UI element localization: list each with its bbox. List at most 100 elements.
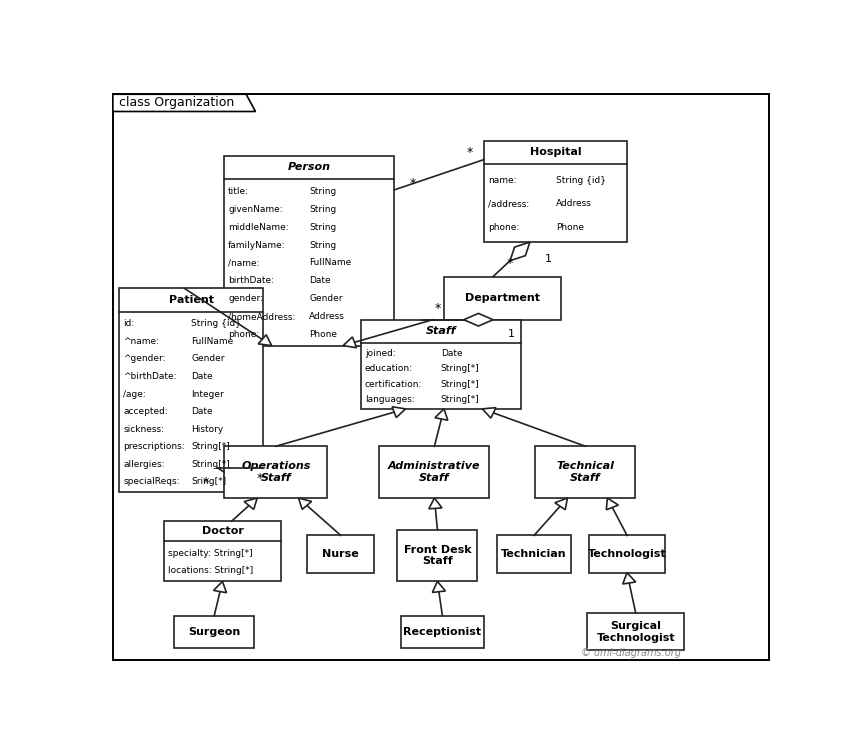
FancyBboxPatch shape (308, 536, 374, 573)
Polygon shape (213, 581, 226, 592)
Text: Receptionist: Receptionist (403, 627, 482, 636)
Text: String[*]: String[*] (440, 379, 480, 389)
FancyBboxPatch shape (224, 446, 328, 498)
Text: Staff: Staff (426, 326, 456, 336)
FancyBboxPatch shape (379, 446, 489, 498)
FancyBboxPatch shape (113, 94, 769, 660)
Polygon shape (464, 314, 493, 326)
Polygon shape (392, 407, 406, 418)
Text: familyName:: familyName: (228, 241, 286, 249)
Text: languages:: languages: (365, 395, 415, 404)
Text: String {id}: String {id} (556, 176, 605, 185)
Text: /age:: /age: (124, 389, 146, 398)
FancyBboxPatch shape (120, 288, 263, 492)
Text: Address: Address (556, 199, 592, 208)
Text: Phone: Phone (556, 223, 584, 232)
Polygon shape (555, 498, 568, 509)
FancyBboxPatch shape (174, 616, 255, 648)
Text: Technician: Technician (501, 549, 567, 559)
Text: *: * (507, 258, 513, 270)
Text: Integer: Integer (191, 389, 224, 398)
Text: *: * (202, 476, 209, 489)
Text: Nurse: Nurse (322, 549, 359, 559)
FancyBboxPatch shape (397, 530, 477, 581)
Text: Gender: Gender (309, 294, 342, 303)
Text: © uml-diagrams.org: © uml-diagrams.org (580, 648, 681, 658)
Text: *: * (466, 146, 472, 159)
Text: gender:: gender: (228, 294, 263, 303)
FancyBboxPatch shape (587, 613, 684, 651)
Text: Surgeon: Surgeon (188, 627, 240, 636)
FancyBboxPatch shape (224, 156, 394, 346)
FancyBboxPatch shape (536, 446, 636, 498)
Text: History: History (191, 424, 224, 433)
FancyBboxPatch shape (497, 536, 571, 573)
FancyBboxPatch shape (589, 536, 666, 573)
Text: 1: 1 (508, 329, 515, 339)
FancyBboxPatch shape (401, 616, 484, 648)
Text: middleName:: middleName: (228, 223, 289, 232)
Text: String[*]: String[*] (440, 365, 480, 374)
Text: Surgical
Technologist: Surgical Technologist (596, 621, 675, 642)
Polygon shape (298, 498, 311, 509)
Text: Department: Department (465, 293, 540, 303)
Text: Technologist: Technologist (587, 549, 666, 559)
FancyBboxPatch shape (164, 521, 280, 581)
Polygon shape (510, 242, 530, 261)
Text: *: * (409, 176, 416, 190)
Polygon shape (606, 498, 618, 509)
Text: Hospital: Hospital (530, 147, 581, 158)
Text: joined:: joined: (365, 349, 396, 358)
Polygon shape (258, 335, 272, 346)
Text: phone:: phone: (488, 223, 519, 232)
Text: String: String (309, 241, 336, 249)
Text: Address: Address (309, 312, 345, 321)
Text: Date: Date (191, 372, 212, 381)
Text: education:: education: (365, 365, 413, 374)
Text: FullName: FullName (309, 258, 352, 267)
Text: FullName: FullName (191, 337, 233, 346)
Text: ^name:: ^name: (124, 337, 159, 346)
Text: Administrative
Staff: Administrative Staff (388, 462, 481, 483)
Text: Front Desk
Staff: Front Desk Staff (403, 545, 471, 566)
Text: /name:: /name: (228, 258, 260, 267)
Text: certification:: certification: (365, 379, 422, 389)
Text: id:: id: (124, 320, 135, 329)
Text: specialReqs:: specialReqs: (124, 477, 180, 486)
Text: Phone: Phone (309, 330, 337, 339)
Text: accepted:: accepted: (124, 407, 169, 416)
Text: Technical
Staff: Technical Staff (556, 462, 614, 483)
Text: prescriptions:: prescriptions: (124, 442, 185, 451)
Text: String[*]: String[*] (191, 442, 230, 451)
Text: /homeAddress:: /homeAddress: (228, 312, 296, 321)
FancyBboxPatch shape (444, 276, 561, 320)
Text: String {id}: String {id} (191, 320, 241, 329)
Text: Person: Person (287, 162, 330, 172)
Text: allergies:: allergies: (124, 459, 165, 468)
Text: givenName:: givenName: (228, 205, 283, 214)
Text: class Organization: class Organization (120, 96, 235, 109)
Text: String[*]: String[*] (191, 459, 230, 468)
Text: String: String (309, 223, 336, 232)
Text: 1: 1 (545, 254, 552, 264)
Text: String: String (309, 187, 336, 196)
Text: Patient: Patient (169, 295, 213, 305)
Text: ^birthDate:: ^birthDate: (124, 372, 177, 381)
Text: Operations
Staff: Operations Staff (241, 462, 310, 483)
Text: *: * (256, 471, 262, 485)
Text: sickness:: sickness: (124, 424, 164, 433)
Polygon shape (623, 573, 636, 584)
Polygon shape (482, 408, 496, 418)
Polygon shape (113, 94, 255, 111)
Text: String: String (309, 205, 336, 214)
Text: title:: title: (228, 187, 249, 196)
Text: specialty: String[*]: specialty: String[*] (169, 549, 253, 558)
Text: /address:: /address: (488, 199, 529, 208)
FancyBboxPatch shape (484, 141, 627, 242)
Text: Gender: Gender (191, 354, 224, 364)
Text: Doctor: Doctor (201, 526, 243, 536)
Polygon shape (429, 498, 442, 509)
Text: Date: Date (309, 276, 331, 285)
FancyBboxPatch shape (361, 320, 521, 409)
Polygon shape (435, 409, 448, 421)
